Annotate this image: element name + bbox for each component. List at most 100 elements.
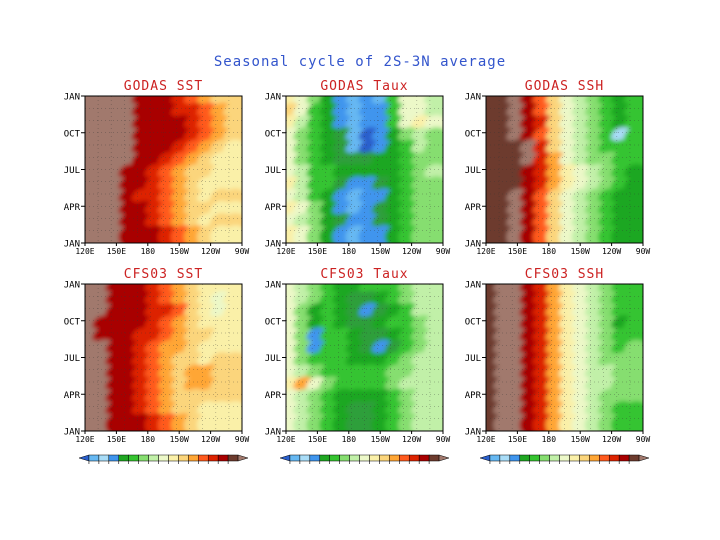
colorbar-swatch: [389, 454, 400, 462]
colorbar-swatch: [479, 454, 491, 462]
y-tick-label: APR: [265, 391, 282, 401]
panel-title: GODAS SSH: [525, 79, 604, 94]
colorbar-swatch: [499, 454, 511, 462]
x-tick-label: 120E: [75, 247, 94, 256]
grid: [85, 284, 242, 431]
x-tick-label: 150E: [107, 435, 126, 444]
x-tick-label: 120W: [201, 247, 220, 256]
colorbar-swatch: [98, 454, 110, 462]
colorbar-swatch: [359, 454, 370, 462]
colorbar-swatch: [428, 454, 440, 462]
contour-field: [486, 96, 643, 243]
x-tick-label: 180: [342, 247, 357, 256]
colorbar-swatch: [608, 454, 620, 462]
x-tick-label: 120E: [276, 247, 295, 256]
contour-field: [486, 284, 643, 431]
colorbar-swatch: [418, 454, 430, 462]
y-tick-label: JUL: [64, 354, 80, 364]
x-tick-label: 90W: [436, 435, 451, 444]
y-tick-label: APR: [265, 203, 282, 213]
colorbar-swatch: [198, 454, 209, 462]
colorbar-swatch: [188, 454, 199, 462]
y-tick-label: OCT: [465, 317, 482, 327]
colorbar-swatch: [88, 454, 100, 462]
x-tick-label: 120E: [476, 435, 495, 444]
y-tick-label: JAN: [64, 93, 80, 103]
y-tick-label: JAN: [265, 93, 281, 103]
field-cell: [624, 413, 643, 431]
contour-field: [85, 284, 242, 431]
y-tick-label: JAN: [64, 428, 80, 438]
y-tick-label: APR: [64, 391, 81, 401]
colorbar-swatch: [168, 454, 179, 462]
colorbar-swatch: [329, 454, 340, 462]
colorbar-swatch: [399, 454, 410, 462]
x-tick-label: 150W: [170, 247, 189, 256]
y-tick-label: JAN: [465, 281, 481, 291]
colorbar-swatch: [379, 454, 390, 462]
colorbar-swatch: [589, 454, 600, 462]
panel-title: GODAS Taux: [320, 79, 408, 94]
x-tick-label: 90W: [436, 247, 451, 256]
y-tick-label: JUL: [265, 166, 281, 176]
colorbar-swatch: [509, 454, 521, 462]
x-tick-label: 120W: [402, 435, 421, 444]
panel-title: CFS03 SST: [124, 267, 203, 282]
x-tick-label: 180: [141, 247, 156, 256]
x-tick-label: 150E: [508, 435, 527, 444]
panel-title: CFS03 Taux: [320, 267, 408, 282]
colorbar-swatch: [519, 454, 530, 462]
contour-field: [85, 96, 242, 243]
field-cell: [424, 413, 443, 431]
colorbar-swatch: [207, 454, 219, 462]
colorbar-swatch: [579, 454, 590, 462]
colorbar: [279, 454, 450, 464]
y-tick-label: OCT: [64, 129, 81, 139]
x-tick-label: 90W: [636, 247, 651, 256]
y-tick-label: JUL: [465, 166, 481, 176]
y-tick-label: JAN: [64, 240, 80, 250]
contour-field: [286, 96, 443, 243]
field-cell: [223, 413, 242, 431]
x-tick-label: 150E: [107, 247, 126, 256]
x-tick-label: 150E: [308, 435, 327, 444]
colorbar-swatch: [217, 454, 229, 462]
x-tick-label: 90W: [235, 247, 250, 256]
colorbar-swatch: [628, 454, 640, 462]
x-tick-label: 150E: [508, 247, 527, 256]
y-tick-label: JUL: [265, 354, 281, 364]
field-cell: [624, 225, 643, 243]
y-tick-label: APR: [64, 203, 81, 213]
colorbar-swatch: [158, 454, 169, 462]
grid: [286, 96, 443, 243]
colorbar-swatch: [349, 454, 360, 462]
x-tick-label: 150W: [571, 247, 590, 256]
colorbar-swatch: [309, 454, 321, 462]
x-tick-label: 180: [141, 435, 156, 444]
colorbar: [78, 454, 249, 464]
colorbar-swatch: [339, 454, 350, 462]
colorbar-swatch: [319, 454, 330, 462]
colorbar-swatch: [78, 454, 90, 462]
x-tick-label: 90W: [636, 435, 651, 444]
y-tick-label: JAN: [265, 428, 281, 438]
x-tick-label: 150W: [170, 435, 189, 444]
colorbar-swatch: [138, 454, 149, 462]
y-tick-label: JAN: [465, 93, 481, 103]
colorbar-swatch: [289, 454, 301, 462]
x-tick-label: 120W: [602, 435, 621, 444]
colorbar-swatch: [618, 454, 630, 462]
x-tick-label: 150E: [308, 247, 327, 256]
colorbar-swatch: [108, 454, 120, 462]
x-tick-label: 90W: [235, 435, 250, 444]
colorbar-swatch: [148, 454, 159, 462]
colorbar-swatch: [569, 454, 580, 462]
x-tick-label: 120W: [602, 247, 621, 256]
y-tick-label: JAN: [265, 240, 281, 250]
